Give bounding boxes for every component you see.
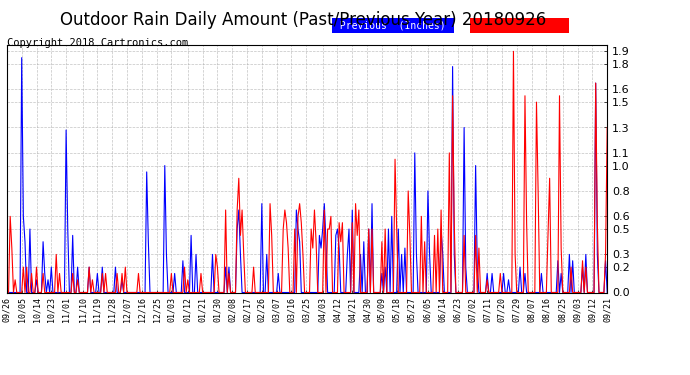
Text: Outdoor Rain Daily Amount (Past/Previous Year) 20180926: Outdoor Rain Daily Amount (Past/Previous… [61,11,546,29]
Text: Copyright 2018 Cartronics.com: Copyright 2018 Cartronics.com [7,38,188,48]
Text: Past  (Inches): Past (Inches) [472,20,566,30]
Text: Previous  (Inches): Previous (Inches) [334,20,451,30]
